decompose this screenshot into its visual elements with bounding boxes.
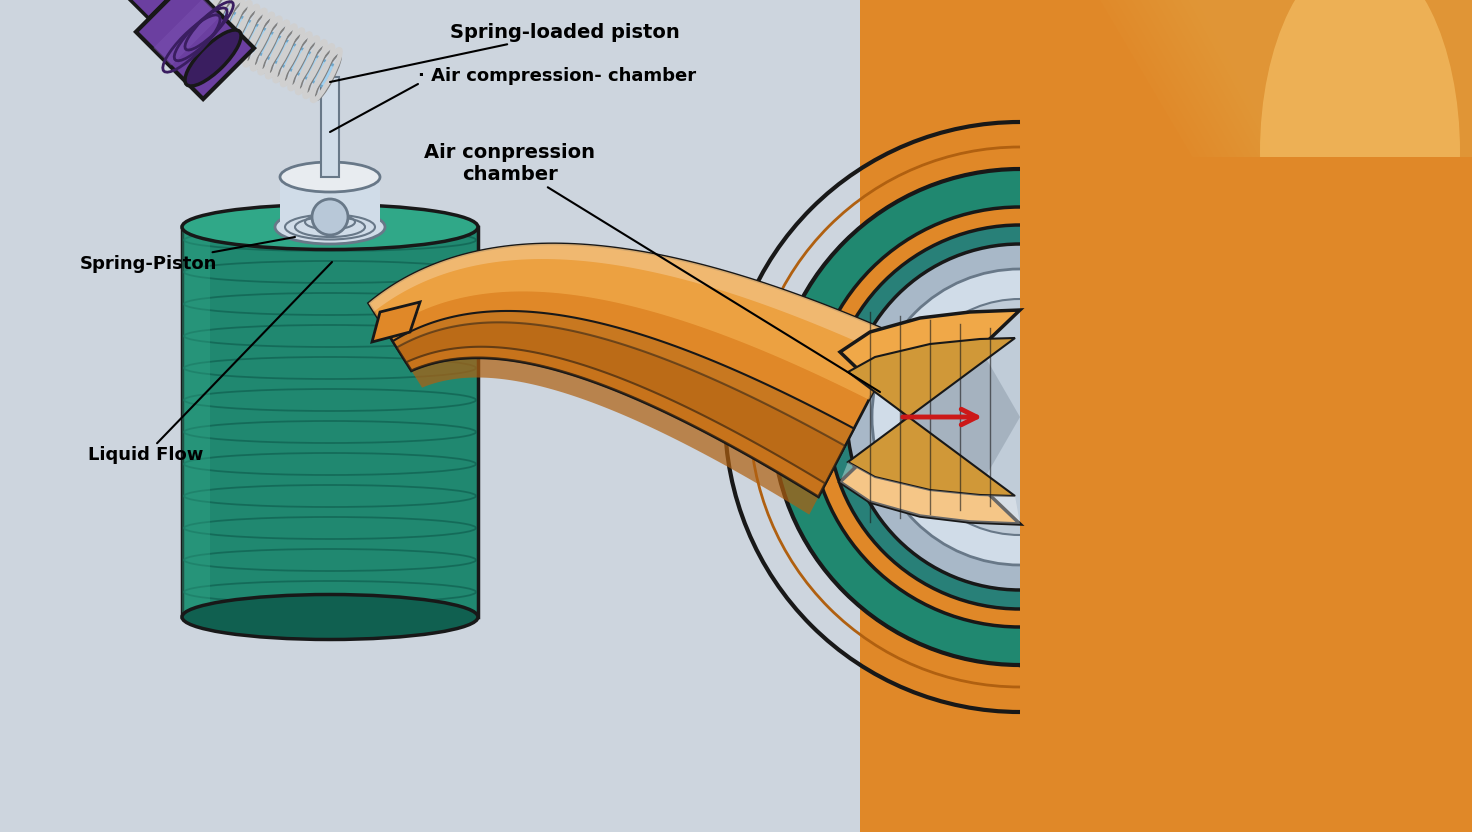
Point	[891, 513, 908, 523]
Text: Spring-loaded piston: Spring-loaded piston	[330, 22, 680, 82]
Point	[1463, 239, 1472, 249]
Point	[1463, 294, 1472, 304]
Ellipse shape	[183, 205, 478, 250]
Polygon shape	[135, 0, 255, 99]
Ellipse shape	[275, 210, 386, 244]
Point	[1011, 660, 1029, 670]
Text: Spring-Piston: Spring-Piston	[79, 237, 294, 273]
Point	[1011, 239, 1029, 249]
Point	[1011, 294, 1029, 304]
Polygon shape	[1020, 157, 1472, 677]
Point	[1011, 560, 1029, 570]
Text: Liquid Flow: Liquid Flow	[88, 262, 333, 464]
Point	[891, 311, 908, 321]
Ellipse shape	[1260, 0, 1460, 352]
Polygon shape	[848, 338, 1016, 496]
Point	[951, 319, 969, 329]
Text: Air conpression
chamber: Air conpression chamber	[424, 143, 880, 392]
Point	[1463, 202, 1472, 212]
Polygon shape	[393, 311, 854, 483]
Polygon shape	[1020, 217, 1472, 617]
Point	[921, 509, 939, 519]
Point	[1463, 660, 1472, 670]
Point	[982, 323, 999, 333]
Point	[1011, 585, 1029, 595]
Circle shape	[902, 299, 1138, 535]
Polygon shape	[368, 244, 901, 515]
Polygon shape	[368, 244, 901, 357]
Circle shape	[312, 199, 347, 235]
Point	[982, 501, 999, 511]
Point	[1463, 585, 1472, 595]
Polygon shape	[372, 302, 420, 342]
Point	[1011, 164, 1029, 174]
Point	[1011, 220, 1029, 230]
Point	[1463, 560, 1472, 570]
Point	[1011, 604, 1029, 614]
Ellipse shape	[280, 162, 380, 192]
Circle shape	[871, 269, 1167, 565]
Point	[861, 307, 879, 317]
Point	[1463, 530, 1472, 540]
Point	[1463, 264, 1472, 274]
Point	[951, 505, 969, 515]
Ellipse shape	[185, 30, 241, 86]
Bar	[183, 227, 478, 617]
Point	[1011, 264, 1029, 274]
Bar	[183, 227, 210, 617]
Polygon shape	[841, 462, 1020, 524]
Point	[1011, 202, 1029, 212]
Polygon shape	[205, 3, 336, 87]
Polygon shape	[368, 244, 901, 497]
Point	[1463, 220, 1472, 230]
Point	[861, 517, 879, 527]
Polygon shape	[116, 0, 174, 18]
Circle shape	[771, 169, 1267, 665]
Bar	[321, 77, 339, 177]
Point	[921, 315, 939, 325]
Point	[1463, 164, 1472, 174]
Polygon shape	[368, 244, 901, 399]
Polygon shape	[860, 0, 1472, 832]
Polygon shape	[841, 310, 1020, 524]
Polygon shape	[1020, 292, 1472, 542]
Text: · Air compression- chamber: · Air compression- chamber	[418, 67, 696, 85]
Circle shape	[810, 207, 1231, 627]
Polygon shape	[1020, 237, 1472, 597]
Point	[1463, 622, 1472, 632]
Polygon shape	[1020, 262, 1472, 572]
Point	[1011, 622, 1029, 632]
Polygon shape	[1020, 197, 1472, 637]
Circle shape	[827, 225, 1211, 609]
Ellipse shape	[183, 595, 478, 640]
Point	[1011, 530, 1029, 540]
Bar	[280, 177, 380, 227]
Circle shape	[846, 244, 1192, 590]
Polygon shape	[153, 0, 221, 66]
Polygon shape	[396, 322, 845, 497]
Point	[1463, 604, 1472, 614]
FancyArrowPatch shape	[902, 409, 977, 425]
Wedge shape	[908, 320, 1020, 514]
